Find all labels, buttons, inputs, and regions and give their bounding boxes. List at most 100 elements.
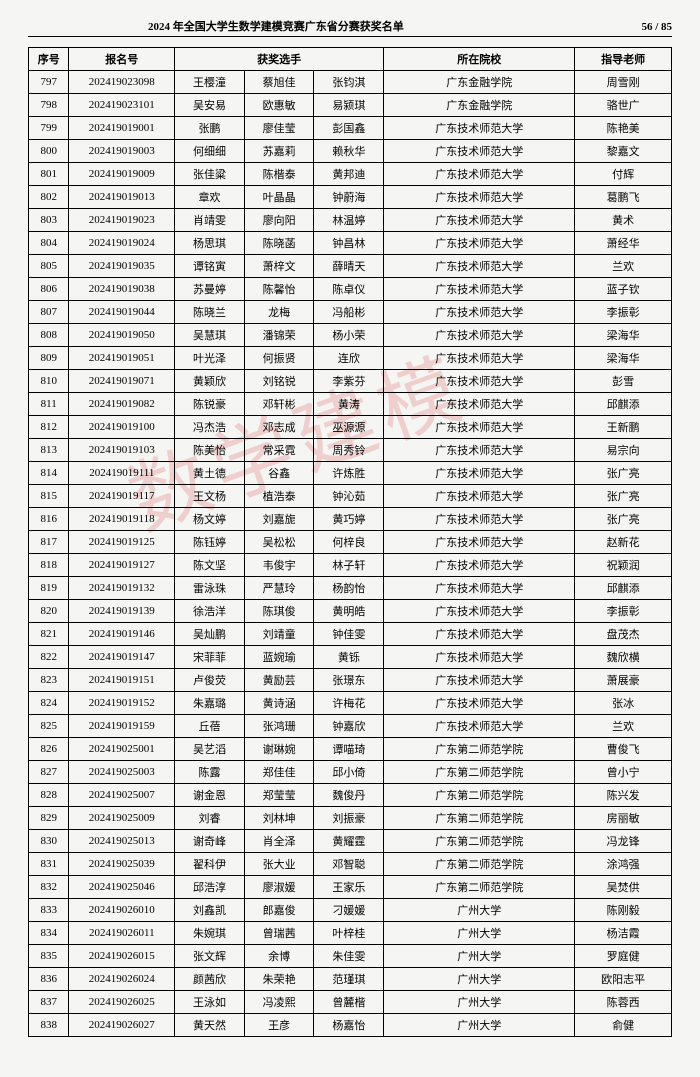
table-row: 802202419019013章欢叶晶晶钟蔚海广东技术师范大学葛鹏飞	[29, 186, 672, 209]
cell-school: 广东第二师范学院	[384, 876, 575, 899]
cell-p2: 郎嘉俊	[244, 899, 314, 922]
cell-p2: 张鸿珊	[244, 715, 314, 738]
cell-school: 广东技术师范大学	[384, 531, 575, 554]
cell-teacher: 房丽敏	[575, 807, 672, 830]
cell-seq: 814	[29, 462, 69, 485]
cell-p2: 苏嘉莉	[244, 140, 314, 163]
cell-teacher: 邱麒添	[575, 393, 672, 416]
cell-p2: 韦俊宇	[244, 554, 314, 577]
cell-school: 广东技术师范大学	[384, 140, 575, 163]
cell-p3: 黄明皓	[314, 600, 384, 623]
cell-teacher: 梁海华	[575, 324, 672, 347]
cell-p1: 翟科伊	[175, 853, 245, 876]
cell-p1: 陈钰婷	[175, 531, 245, 554]
cell-school: 广东技术师范大学	[384, 186, 575, 209]
cell-p1: 邱浩淳	[175, 876, 245, 899]
cell-p1: 刘睿	[175, 807, 245, 830]
cell-reg: 202419019050	[69, 324, 175, 347]
cell-teacher: 陈艳美	[575, 117, 672, 140]
cell-seq: 838	[29, 1014, 69, 1037]
cell-teacher: 邱麒添	[575, 577, 672, 600]
cell-seq: 804	[29, 232, 69, 255]
awards-table: 序号 报名号 获奖选手 所在院校 指导老师 797202419023098王樱潼…	[28, 47, 672, 1037]
cell-p3: 张璟东	[314, 669, 384, 692]
cell-p3: 魏俊丹	[314, 784, 384, 807]
table-row: 809202419019051叶光泽何振贤连欣广东技术师范大学梁海华	[29, 347, 672, 370]
cell-school: 广东第二师范学院	[384, 784, 575, 807]
header-pager: 56 / 85	[641, 21, 672, 33]
cell-p2: 常采霓	[244, 439, 314, 462]
cell-seq: 821	[29, 623, 69, 646]
cell-p1: 王樱潼	[175, 71, 245, 94]
cell-p3: 黄耀霆	[314, 830, 384, 853]
table-row: 821202419019146吴灿鹏刘靖童钟佳雯广东技术师范大学盘茂杰	[29, 623, 672, 646]
table-row: 825202419019159丘蓓张鸿珊钟嘉欣广东技术师范大学兰欢	[29, 715, 672, 738]
cell-p1: 陈美怡	[175, 439, 245, 462]
cell-seq: 834	[29, 922, 69, 945]
cell-p3: 叶梓桂	[314, 922, 384, 945]
table-row: 799202419019001张鹏廖佳莹彭国鑫广东技术师范大学陈艳美	[29, 117, 672, 140]
cell-p3: 钟蔚海	[314, 186, 384, 209]
table-row: 810202419019071黄颖欣刘铭锐李紫芬广东技术师范大学彭雪	[29, 370, 672, 393]
cell-teacher: 萧展豪	[575, 669, 672, 692]
cell-reg: 202419019151	[69, 669, 175, 692]
col-reg: 报名号	[69, 48, 175, 71]
header-title: 2024 年全国大学生数学建模竞赛广东省分赛获奖名单	[148, 18, 404, 34]
cell-p1: 卢俊荧	[175, 669, 245, 692]
cell-teacher: 李振彰	[575, 600, 672, 623]
cell-reg: 202419019152	[69, 692, 175, 715]
cell-school: 广东技术师范大学	[384, 301, 575, 324]
cell-p1: 刘鑫凯	[175, 899, 245, 922]
cell-teacher: 盘茂杰	[575, 623, 672, 646]
table-row: 804202419019024杨思琪陈晓菡钟昌林广东技术师范大学萧经华	[29, 232, 672, 255]
cell-p2: 植浩泰	[244, 485, 314, 508]
cell-teacher: 易宗向	[575, 439, 672, 462]
cell-reg: 202419019038	[69, 278, 175, 301]
cell-reg: 202419026024	[69, 968, 175, 991]
table-row: 813202419019103陈美怡常采霓周秀铃广东技术师范大学易宗向	[29, 439, 672, 462]
cell-teacher: 李振彰	[575, 301, 672, 324]
cell-school: 广东技术师范大学	[384, 669, 575, 692]
cell-reg: 202419019117	[69, 485, 175, 508]
cell-seq: 827	[29, 761, 69, 784]
cell-p2: 刘铭锐	[244, 370, 314, 393]
cell-school: 广东技术师范大学	[384, 232, 575, 255]
table-row: 837202419026025王泳如冯凌熙曾麓楷广州大学陈蓉西	[29, 991, 672, 1014]
cell-p1: 陈文坚	[175, 554, 245, 577]
table-row: 818202419019127陈文坚韦俊宇林子轩广东技术师范大学祝颖润	[29, 554, 672, 577]
cell-p2: 陈琪俊	[244, 600, 314, 623]
cell-p3: 钟昌林	[314, 232, 384, 255]
cell-teacher: 涂鸿强	[575, 853, 672, 876]
cell-p3: 曾麓楷	[314, 991, 384, 1014]
cell-p3: 钟嘉欣	[314, 715, 384, 738]
cell-seq: 811	[29, 393, 69, 416]
cell-school: 广东技术师范大学	[384, 508, 575, 531]
col-seq: 序号	[29, 48, 69, 71]
cell-seq: 809	[29, 347, 69, 370]
cell-reg: 202419025003	[69, 761, 175, 784]
cell-reg: 202419019009	[69, 163, 175, 186]
cell-school: 广东技术师范大学	[384, 485, 575, 508]
cell-school: 广东技术师范大学	[384, 163, 575, 186]
cell-p3: 杨小荣	[314, 324, 384, 347]
cell-reg: 202419019111	[69, 462, 175, 485]
cell-teacher: 张广亮	[575, 508, 672, 531]
table-row: 832202419025046邱浩淳廖淑媛王家乐广东第二师范学院吴焚供	[29, 876, 672, 899]
cell-teacher: 曾小宁	[575, 761, 672, 784]
cell-p2: 廖淑媛	[244, 876, 314, 899]
cell-p2: 廖向阳	[244, 209, 314, 232]
cell-seq: 815	[29, 485, 69, 508]
cell-p1: 吴艺滔	[175, 738, 245, 761]
cell-p2: 黄诗涵	[244, 692, 314, 715]
cell-p1: 谢金恩	[175, 784, 245, 807]
cell-p1: 陈锐豪	[175, 393, 245, 416]
table-row: 838202419026027黄天然王彦杨嘉怡广州大学俞健	[29, 1014, 672, 1037]
cell-reg: 202419019100	[69, 416, 175, 439]
cell-p1: 吴慧琪	[175, 324, 245, 347]
cell-school: 广东技术师范大学	[384, 577, 575, 600]
cell-teacher: 陈刚毅	[575, 899, 672, 922]
cell-reg: 202419026025	[69, 991, 175, 1014]
col-teacher: 指导老师	[575, 48, 672, 71]
cell-p2: 谷鑫	[244, 462, 314, 485]
cell-p1: 谢奇峰	[175, 830, 245, 853]
